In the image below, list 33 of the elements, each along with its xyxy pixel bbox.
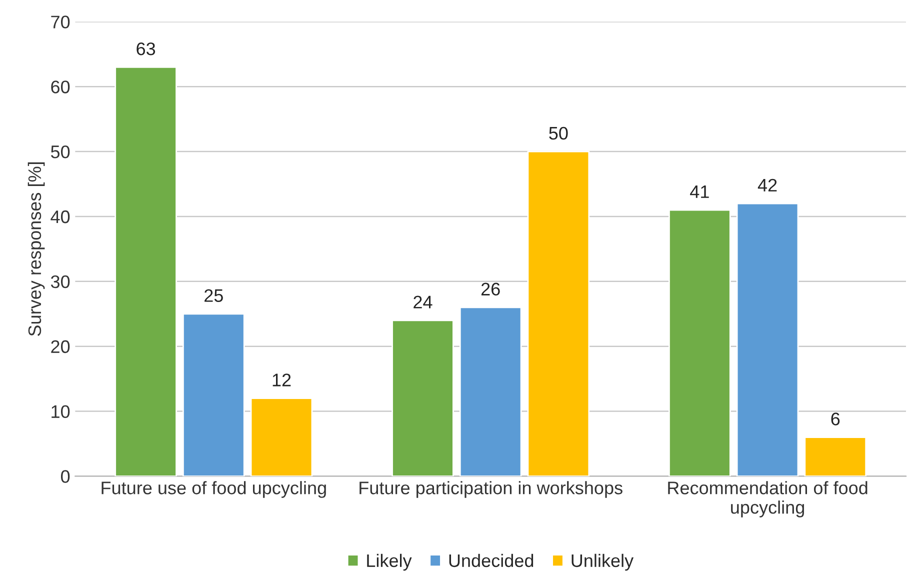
bar [250, 398, 313, 476]
y-tick-label: 50 [50, 145, 70, 158]
y-tick-label: 60 [51, 80, 70, 94]
bar [182, 313, 245, 476]
data-label: 12 [272, 374, 291, 386]
bar [392, 320, 454, 476]
x-tick-label: Recommendation of food upcycling [668, 481, 868, 518]
data-label: 26 [481, 282, 500, 296]
y-tick-label: 70 [51, 16, 70, 28]
y-tick-label: 10 [52, 405, 70, 418]
data-label: 63 [136, 42, 156, 56]
y-tick-label: 40 [50, 210, 70, 224]
y-tick-label: 30 [50, 275, 70, 288]
data-label: 24 [414, 296, 432, 308]
data-label: 6 [831, 412, 840, 426]
bar [804, 436, 867, 476]
legend-label: Unlikely [572, 554, 634, 571]
x-tick-label: Future participation in workshops [360, 481, 622, 498]
data-label: 42 [758, 178, 777, 192]
x-tick-label: Future use of food upcycling [102, 481, 326, 498]
y-axis-title: Survey responses [%] [28, 162, 45, 336]
data-label: 41 [690, 185, 709, 198]
bar [527, 150, 590, 476]
legend-label: Likely [367, 554, 412, 571]
bar [459, 306, 522, 476]
legend-label: Undecided [449, 554, 534, 568]
data-label: 50 [549, 126, 568, 140]
bar [668, 209, 731, 476]
bar [736, 202, 799, 476]
y-tick-label: 20 [51, 340, 70, 354]
y-tick-label: 0 [61, 470, 70, 483]
bar [114, 66, 177, 476]
data-label: 25 [204, 289, 223, 302]
